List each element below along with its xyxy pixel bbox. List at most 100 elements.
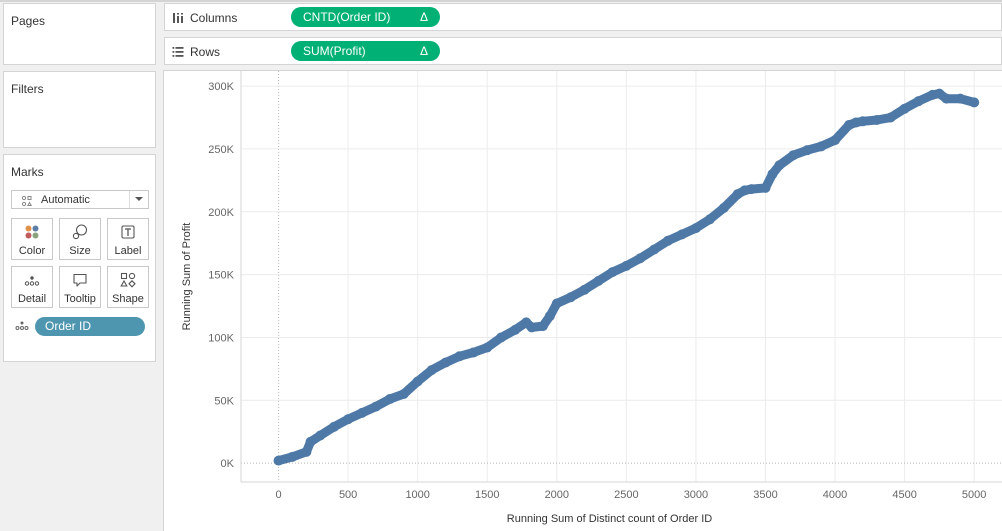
chart-canvas[interactable]: 0 500 1000 1500 2000 2500 3000 3500 4000 4500 5000… bbox=[164, 71, 1002, 531]
order-id-pill-label: Order ID bbox=[45, 319, 92, 333]
label-button[interactable]: Label bbox=[107, 218, 149, 260]
data-point bbox=[551, 298, 562, 309]
data-point bbox=[830, 135, 841, 146]
tooltip-button-label: Tooltip bbox=[64, 293, 96, 305]
data-point bbox=[343, 414, 354, 425]
data-point bbox=[621, 260, 632, 271]
data-point bbox=[649, 244, 660, 255]
grid-layer bbox=[241, 71, 1002, 482]
data-point bbox=[440, 357, 451, 368]
x-tick-label: 3000 bbox=[684, 489, 708, 501]
series-layer[interactable] bbox=[273, 88, 980, 466]
top-divider bbox=[0, 0, 1002, 2]
y-tick-label: 200K bbox=[208, 207, 234, 219]
mark-type-dropdown[interactable]: Automatic bbox=[11, 190, 149, 209]
color-button-label: Color bbox=[18, 245, 46, 257]
data-point bbox=[913, 96, 924, 107]
detail-button[interactable]: Detail bbox=[11, 266, 53, 308]
data-point bbox=[760, 182, 771, 193]
data-point bbox=[774, 160, 785, 171]
data-point bbox=[663, 235, 674, 246]
label-icon bbox=[108, 224, 148, 240]
color-icon bbox=[12, 224, 52, 240]
x-tick-label: 1000 bbox=[405, 489, 429, 501]
data-point bbox=[273, 455, 284, 466]
data-point bbox=[593, 275, 604, 286]
detail-button-label: Detail bbox=[17, 293, 47, 305]
columns-pill-label: CNTD(Order ID) bbox=[303, 10, 391, 24]
x-tick-label: 0 bbox=[276, 489, 282, 501]
x-tick-label: 4500 bbox=[892, 489, 916, 501]
x-tick-label: 3500 bbox=[753, 489, 777, 501]
data-point bbox=[746, 184, 757, 195]
data-point bbox=[468, 347, 479, 358]
data-point bbox=[412, 376, 423, 387]
y-tick-label: 250K bbox=[208, 144, 234, 156]
color-button[interactable]: Color bbox=[11, 218, 53, 260]
data-point bbox=[857, 116, 868, 127]
data-point bbox=[816, 141, 827, 152]
data-point bbox=[871, 115, 882, 126]
size-button[interactable]: Size bbox=[59, 218, 101, 260]
filters-title: Filters bbox=[11, 82, 44, 96]
x-tick-label: 1500 bbox=[475, 489, 499, 501]
data-point bbox=[718, 203, 729, 213]
rows-icon bbox=[172, 45, 184, 63]
pages-card[interactable]: Pages bbox=[3, 3, 156, 65]
data-point bbox=[885, 112, 896, 123]
y-tick-label: 300K bbox=[208, 81, 234, 93]
columns-pill[interactable]: CNTD(Order ID) Δ bbox=[291, 7, 440, 27]
filters-card[interactable]: Filters bbox=[3, 71, 156, 148]
data-point bbox=[899, 103, 910, 114]
dropdown-divider bbox=[129, 191, 130, 208]
data-point bbox=[767, 169, 778, 180]
axis-layer: 0 500 1000 1500 2000 2500 3000 3500 4000 4500 5000… bbox=[208, 71, 1002, 501]
data-point bbox=[690, 223, 701, 234]
data-point bbox=[384, 394, 395, 405]
data-point bbox=[398, 389, 409, 400]
x-tick-label: 500 bbox=[339, 489, 357, 501]
label-button-label: Label bbox=[114, 245, 142, 257]
order-id-pill[interactable]: Order ID bbox=[35, 317, 145, 336]
data-point bbox=[426, 365, 437, 376]
mark-type-value: Automatic bbox=[41, 194, 90, 206]
data-point bbox=[955, 93, 966, 104]
chart-view[interactable]: 0 500 1000 1500 2000 2500 3000 3500 4000 4500 5000… bbox=[163, 70, 1002, 531]
data-point bbox=[305, 436, 316, 447]
y-tick-label: 100K bbox=[208, 332, 234, 344]
data-point bbox=[788, 150, 799, 161]
data-point bbox=[704, 214, 715, 225]
rows-shelf[interactable]: Rows SUM(Profit) Δ bbox=[164, 37, 1002, 65]
data-point bbox=[482, 342, 493, 353]
columns-shelf[interactable]: Columns CNTD(Order ID) Δ bbox=[164, 3, 1002, 31]
x-axis-title: Running Sum of Distinct count of Order I… bbox=[507, 513, 712, 525]
data-point bbox=[287, 451, 298, 462]
y-tick-label: 150K bbox=[208, 270, 234, 282]
x-tick-label: 2500 bbox=[614, 489, 638, 501]
shape-icon bbox=[108, 272, 148, 288]
marks-title: Marks bbox=[11, 165, 44, 179]
data-point bbox=[969, 97, 980, 108]
data-point bbox=[565, 292, 576, 303]
data-point bbox=[677, 229, 688, 240]
data-point bbox=[802, 145, 813, 156]
shape-button-label: Shape bbox=[112, 293, 144, 305]
size-icon bbox=[60, 224, 100, 240]
data-point bbox=[357, 407, 368, 418]
data-point bbox=[537, 321, 548, 332]
data-point bbox=[526, 322, 537, 333]
y-tick-label: 50K bbox=[214, 395, 234, 407]
data-point bbox=[934, 88, 945, 99]
rows-pill[interactable]: SUM(Profit) Δ bbox=[291, 41, 440, 61]
data-point bbox=[941, 93, 952, 104]
shape-button[interactable]: Shape bbox=[107, 266, 149, 308]
tooltip-button[interactable]: Tooltip bbox=[59, 266, 101, 308]
data-point bbox=[510, 324, 521, 335]
data-point bbox=[635, 253, 646, 264]
y-tick-label: 0K bbox=[221, 458, 235, 470]
chevron-down-icon bbox=[135, 197, 143, 201]
detail-icon bbox=[12, 272, 52, 288]
size-button-label: Size bbox=[69, 245, 91, 257]
marks-card: Marks Automatic Color bbox=[3, 154, 156, 362]
mark-type-icon bbox=[21, 194, 33, 212]
